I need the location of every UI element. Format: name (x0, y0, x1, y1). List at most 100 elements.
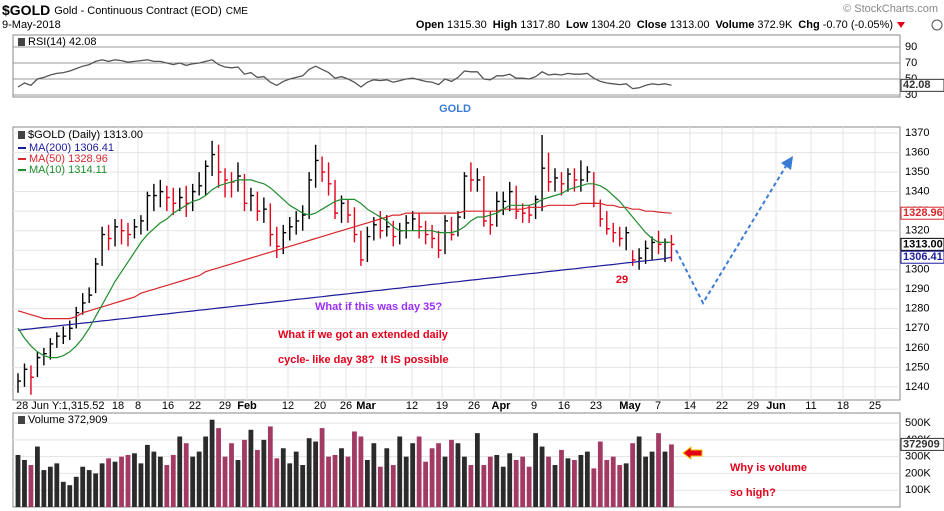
annotation-volume: Why is volume (730, 462, 807, 474)
price-bar (651, 236, 656, 260)
volume-bar (306, 438, 312, 507)
annotation-question: What if we got an extended daily (278, 329, 449, 341)
quote-value: 372.9K (757, 19, 793, 31)
quote-value: 1315.30 (447, 19, 487, 31)
volume-bar (313, 441, 319, 507)
x-tick-label: 29 (219, 400, 231, 412)
price-bar (133, 218, 138, 239)
volume-bar (287, 463, 293, 507)
volume-bar (559, 449, 564, 507)
price-bar (153, 183, 157, 212)
volume-bar (384, 448, 390, 507)
price-bar (114, 218, 119, 247)
volume-bar (22, 460, 27, 507)
quote-label: Chg (798, 19, 819, 31)
price-bar (224, 168, 229, 198)
volume-bar (539, 446, 545, 507)
annotation-gold: GOLD (439, 103, 471, 115)
y-tick-label: 1340 (905, 186, 929, 198)
price-bar (107, 224, 112, 251)
price-bar (191, 183, 196, 212)
panel-frame (12, 126, 901, 401)
price-bar (159, 179, 164, 208)
volume-bar (222, 456, 228, 507)
price-bar (502, 191, 507, 216)
price-bar (411, 211, 416, 231)
volume-bar (410, 443, 416, 507)
price-bar (515, 185, 520, 219)
volume-bar (436, 443, 441, 507)
price-bar (69, 320, 73, 341)
price-bar (509, 181, 513, 212)
volume-bar (623, 463, 629, 507)
panel-title: Volume 372,909 (28, 414, 108, 426)
volume-bar (300, 465, 306, 507)
volume-bar (112, 461, 118, 507)
settings-icon[interactable] (931, 19, 943, 31)
volume-bar (604, 460, 610, 507)
volume-bar (190, 456, 196, 507)
x-tick-label: 26 (468, 400, 480, 412)
volume-bar (248, 429, 254, 507)
volume-bar (390, 465, 396, 507)
projection-arrow (675, 165, 787, 306)
price-bar (120, 218, 125, 245)
price-bar (179, 187, 183, 212)
price-bar (554, 168, 559, 192)
corner-note: 28 Jun Y:1,315.52 (16, 400, 105, 412)
panel-icon (18, 416, 25, 424)
volume-bar (552, 465, 558, 507)
volume-bar (455, 443, 461, 507)
volume-bar (274, 458, 280, 507)
volume-bar (449, 439, 454, 507)
price-bar (431, 224, 436, 249)
x-tick-label: 12 (282, 400, 294, 412)
legend-label: MA(200) 1306.41 (29, 142, 114, 154)
price-bar (619, 226, 623, 247)
volume-bar (67, 485, 73, 507)
price-bar (295, 211, 300, 235)
price-bar (269, 203, 274, 247)
volume-bar (261, 439, 267, 507)
price-bar (560, 172, 565, 196)
volume-bar (610, 456, 616, 507)
symbol: $GOLD (2, 2, 50, 18)
volume-bar (397, 436, 403, 507)
quote-label: High (493, 19, 518, 31)
volume-bar (468, 465, 474, 507)
price-bar (528, 205, 533, 223)
value-tag-label: 42.08 (903, 79, 931, 91)
volume-bar (145, 444, 150, 507)
volume-bar (60, 481, 66, 507)
volume-bar (649, 451, 655, 507)
price-bar (366, 226, 371, 262)
volume-bar (132, 453, 137, 507)
volume-bar (209, 419, 215, 507)
price-bar (483, 176, 487, 227)
price-bar (638, 248, 643, 270)
volume-bar (423, 461, 429, 507)
volume-bar (513, 460, 519, 507)
price-bar (263, 197, 267, 223)
value-tag (900, 250, 944, 264)
x-tick-label: May (619, 400, 641, 412)
price-bar (256, 191, 261, 221)
x-tick-label: 7 (655, 400, 661, 412)
y-tick-label: 300K (905, 451, 931, 463)
x-tick-label: 22 (716, 400, 728, 412)
y-tick-label: 1320 (905, 225, 929, 237)
x-tick-label: 26 (340, 400, 352, 412)
panel-frame (12, 34, 901, 98)
value-tag (900, 78, 944, 92)
volume-bar (572, 460, 577, 507)
volume-bar (267, 426, 273, 507)
annotation-count: 29 (616, 274, 628, 286)
legend-label: MA(50) 1328.96 (29, 153, 108, 165)
volume-bar (216, 428, 221, 507)
volume-bar (54, 463, 60, 507)
value-tag-label: 1306.41 (903, 251, 943, 263)
credit: © StockCharts.com (843, 3, 938, 15)
volume-bar (462, 456, 467, 507)
